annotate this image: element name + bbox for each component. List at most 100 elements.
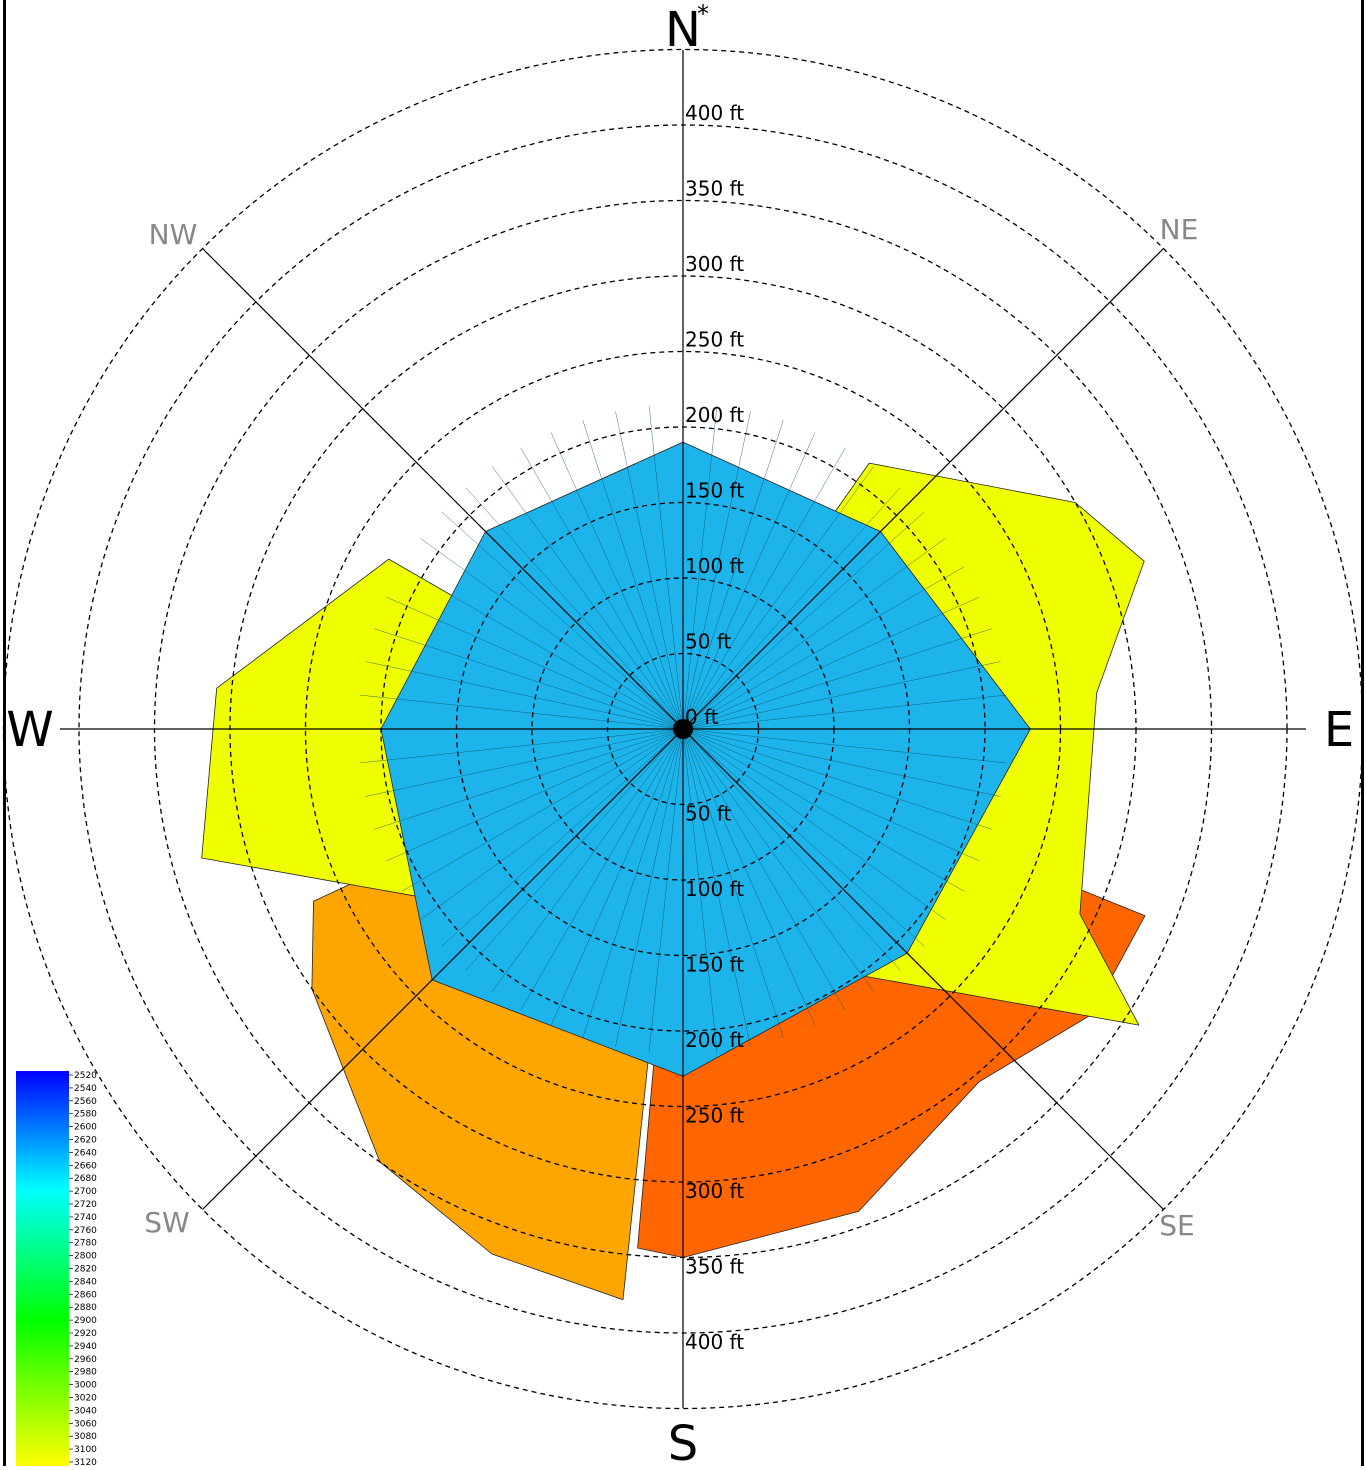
legend-tick-label: 2840: [74, 1277, 97, 1287]
mesh-line: [360, 694, 684, 730]
ring-label-north: 50 ft: [685, 630, 731, 654]
legend-tick-label: 2980: [74, 1368, 97, 1378]
mesh-line: [682, 728, 980, 862]
northwest-label: NW: [149, 218, 198, 251]
mesh-line: [582, 420, 684, 730]
ring-label-north: 200 ft: [685, 403, 744, 427]
ring-label-north: 0 ft: [685, 705, 719, 729]
elevation-legend: 2520 2540 2560 2580 2600 2620 2640 2660 2680 2700…: [16, 1071, 97, 1468]
mesh-line: [360, 728, 684, 764]
legend-tick-label: 3000: [74, 1381, 97, 1391]
ring-label-south: 200 ft: [685, 1028, 744, 1052]
mesh-line: [682, 406, 718, 730]
ring-label-south: 50 ft: [685, 802, 731, 826]
center-marker: *: [697, 0, 709, 28]
mesh-line: [682, 411, 751, 730]
mesh-line: [682, 728, 1001, 797]
mesh-line: [682, 661, 1001, 730]
legend-tick-label: 2620: [74, 1136, 97, 1146]
mesh-line: [682, 420, 784, 730]
west-label: W: [6, 702, 53, 758]
mesh-line: [682, 487, 901, 730]
northeast-label: NE: [1160, 213, 1199, 246]
legend-tick-label: 2740: [74, 1213, 97, 1223]
legend-tick-label: 2700: [74, 1187, 97, 1197]
mesh-line: [682, 728, 946, 920]
ring-label-south: 400 ft: [685, 1330, 744, 1354]
axis-layer: [60, 50, 1306, 1408]
legend-tick-label: 2720: [74, 1200, 97, 1210]
mesh-line: [648, 406, 684, 730]
mesh-line: [550, 432, 684, 730]
mesh-line: [582, 728, 684, 1038]
mesh-line: [420, 728, 684, 920]
mesh-line: [550, 728, 684, 1026]
ring-label-north: 100 ft: [685, 554, 744, 578]
mesh-line: [492, 466, 684, 730]
mesh-line: [520, 447, 684, 730]
mesh-line: [365, 661, 684, 730]
mesh-line: [420, 538, 684, 730]
diagonal-axis-315: [202, 248, 684, 730]
legend-tick-label: 2640: [74, 1148, 97, 1158]
legend-tick-label: 2680: [74, 1174, 97, 1184]
ring-label-south: 100 ft: [685, 877, 744, 901]
mesh-line: [682, 447, 846, 730]
legend-tick-label: 2580: [74, 1110, 97, 1120]
legend-tick-label: 2860: [74, 1290, 97, 1300]
legend-tick-label: 3120: [74, 1458, 97, 1466]
mesh-line: [401, 566, 684, 730]
legend-tick-label: 2920: [74, 1329, 97, 1339]
legend-tick-label: 2960: [74, 1355, 97, 1365]
legend-tick-label: 2900: [74, 1316, 97, 1326]
mesh-line: [465, 487, 684, 730]
mesh-line: [441, 728, 684, 947]
ring-label-south: 250 ft: [685, 1104, 744, 1128]
ring-label-north: 300 ft: [685, 252, 744, 276]
mesh-line: [682, 728, 992, 830]
mesh-line: [520, 728, 684, 1011]
direction-label-layer: N * S W E NE SE SW NW: [6, 0, 1354, 1470]
ring-label-north: 150 ft: [685, 479, 744, 503]
center-point: [673, 719, 693, 739]
ring-label-south: 150 ft: [685, 953, 744, 977]
legend-tick-label: 2560: [74, 1097, 97, 1107]
frame-border-right: [1361, 0, 1364, 1466]
mesh-line: [682, 728, 784, 1038]
mesh-line: [365, 728, 684, 797]
mesh-line: [682, 566, 965, 730]
diagonal-axis-45: [682, 248, 1164, 730]
ring-label-north: 250 ft: [685, 328, 744, 352]
mesh-line: [386, 596, 684, 730]
mesh-line: [682, 628, 992, 730]
east-label: E: [1324, 702, 1354, 758]
mesh-line: [374, 728, 684, 830]
mesh-line: [615, 411, 684, 730]
legend-tick-label: 3020: [74, 1394, 97, 1404]
diagonal-axis-135: [682, 728, 1164, 1210]
surface-layer: [201, 404, 1146, 1301]
mesh-line: [465, 728, 684, 971]
frame-border-left: [3, 0, 6, 1466]
mesh-line: [682, 596, 980, 730]
north-label: N: [665, 2, 701, 58]
ring-label-layer: 0 ft 50 ft 100 ft 150 ft 200 ft 250 ft 300 ft 3…: [685, 101, 744, 1354]
southwest-label: SW: [144, 1206, 189, 1239]
ring-label-north: 400 ft: [685, 101, 744, 125]
mesh-line: [682, 728, 751, 1047]
mesh-line: [682, 694, 1006, 730]
legend-tick-label: 3040: [74, 1406, 97, 1416]
mesh-line: [682, 538, 946, 730]
southeast-label: SE: [1159, 1209, 1194, 1242]
mesh-line: [682, 728, 874, 992]
mesh-line: [648, 728, 684, 1052]
legend-tick-label: 2880: [74, 1303, 97, 1313]
mesh-line: [682, 728, 718, 1052]
legend-tick-label: 2600: [74, 1123, 97, 1133]
ring-label-north: 350 ft: [685, 177, 744, 201]
south-label: S: [668, 1416, 698, 1466]
legend-tick-label: 2940: [74, 1342, 97, 1352]
mesh-line: [682, 728, 846, 1011]
